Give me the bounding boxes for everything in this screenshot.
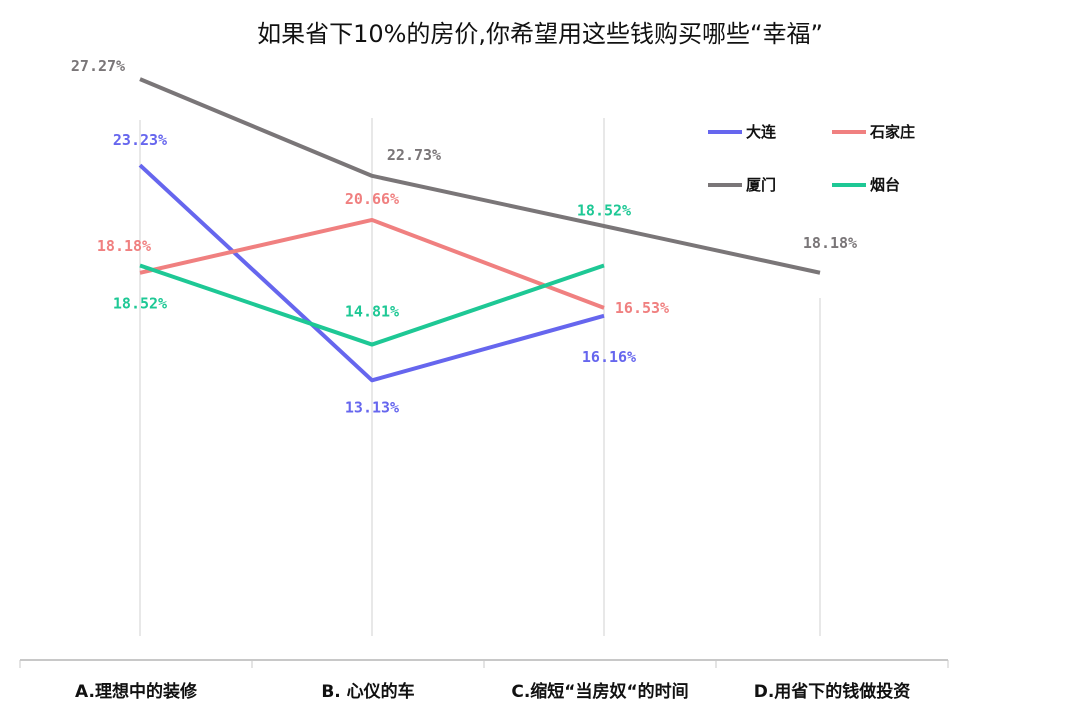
legend-label: 厦门 [746, 176, 776, 194]
x-tick-label: B. 心仪的车 [321, 681, 414, 702]
x-tick-label: A.理想中的装修 [75, 681, 198, 702]
data-label: 18.18% [97, 237, 151, 255]
data-label: 16.53% [615, 299, 669, 317]
x-tick-label: C.缩短“当房奴“的时间 [511, 681, 688, 702]
x-tick-label: D.用省下的钱做投资 [754, 681, 911, 702]
data-label: 18.52% [577, 202, 631, 220]
data-label: 18.18% [803, 234, 857, 252]
data-label: 16.16% [582, 348, 636, 366]
legend-label: 石家庄 [869, 123, 915, 141]
data-label: 13.13% [345, 398, 399, 416]
data-label: 22.73% [387, 146, 441, 164]
data-label: 27.27% [71, 57, 125, 75]
series-line-厦门 [139, 77, 821, 275]
data-label: 18.52% [113, 295, 167, 313]
data-label: 23.23% [113, 131, 167, 149]
chart-title: 如果省下10%的房价,你希望用这些钱购买哪些“幸福” [257, 20, 823, 48]
legend-label: 烟台 [870, 176, 900, 194]
data-label: 14.81% [345, 303, 399, 321]
legend-label: 大连 [746, 123, 777, 141]
data-label: 20.66% [345, 190, 399, 208]
